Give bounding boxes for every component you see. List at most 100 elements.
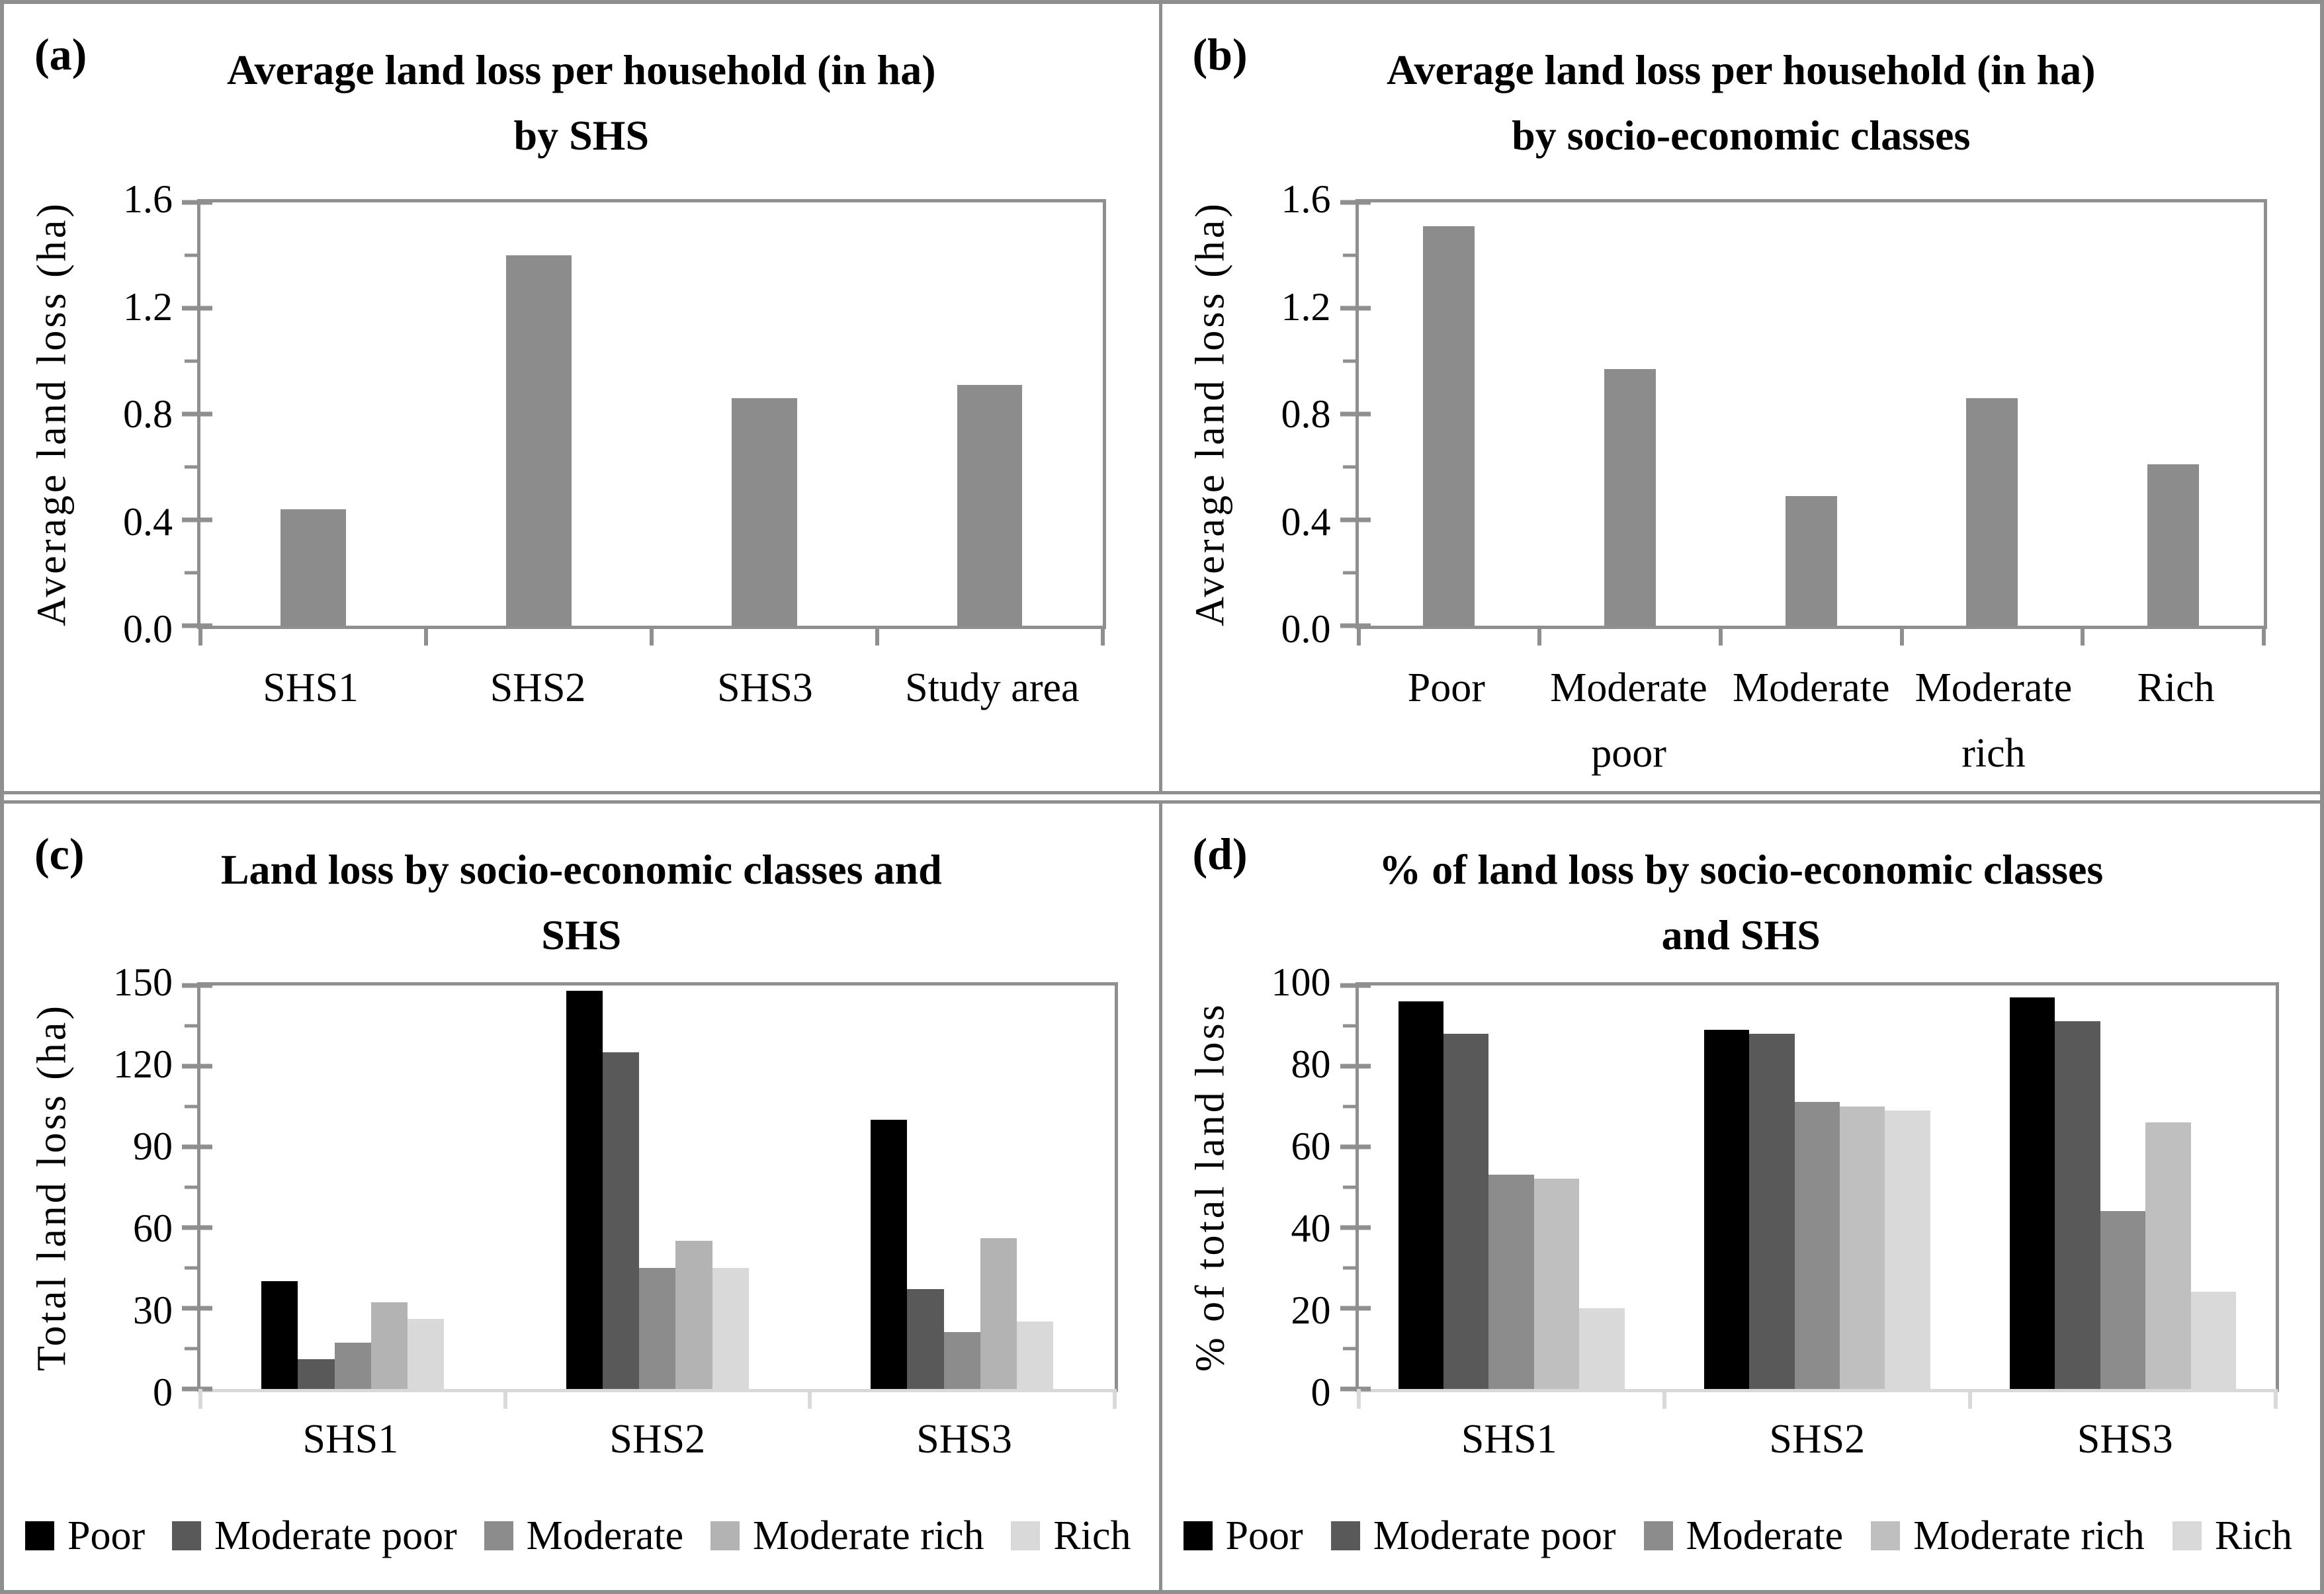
legend-label: Rich (1053, 1513, 1131, 1558)
panel-d: (d) % of land loss by socio-economic cla… (1162, 800, 2321, 1590)
y-minor-tick (1342, 1105, 1356, 1108)
panel-b: (b) Average land loss per household (in … (1162, 4, 2321, 794)
y-major-tick (1340, 1225, 1371, 1230)
x-boundary-tick (2262, 626, 2266, 646)
bar-shs3-moderate-poor (2055, 1021, 2100, 1389)
x-boundary-tick (1100, 626, 1105, 646)
y-tick-label: 0 (1311, 1370, 1331, 1414)
bar-study-area (957, 385, 1023, 626)
x-category-label-moderate-poor: Moderate poor (1550, 665, 1707, 776)
y-minor-tick (185, 253, 197, 257)
legend-swatch-rich (1011, 1521, 1041, 1550)
x-category-label-shs2: SHS2 (490, 665, 586, 710)
y-axis-title-b: Average land loss (ha) (1187, 201, 1232, 627)
x-category-label-study-area: Study area (905, 665, 1080, 710)
y-major-tick (1340, 1144, 1371, 1149)
x-boundary-tick (808, 1388, 812, 1409)
y-axis-tick-labels-d: 0 20 40 60 80 100 (1239, 962, 1348, 1412)
y-tick-label: 0.4 (1281, 499, 1331, 544)
x-category-label-shs2: SHS2 (1769, 1416, 1866, 1462)
chart-title-d: % of land loss by socio-economic classes… (1379, 845, 2104, 958)
bar-moderate-poor (1604, 369, 1657, 626)
x-boundary-tick (2274, 1388, 2278, 1409)
legend-item-rich: Rich (1011, 1513, 1131, 1560)
x-category-label-moderate: Moderate (1732, 665, 1890, 710)
y-tick-label: 90 (133, 1124, 173, 1168)
bar-shs3-moderate-rich (2145, 1122, 2191, 1389)
x-category-label-shs1: SHS1 (263, 665, 359, 710)
y-major-tick (1340, 1064, 1371, 1068)
x-boundary-tick (198, 1388, 202, 1409)
y-major-tick (1340, 517, 1371, 523)
y-minor-tick (1342, 1024, 1356, 1027)
bar-moderate-rich (1966, 398, 2018, 626)
y-major-tick (182, 517, 212, 523)
y-tick-label: 150 (113, 960, 173, 1004)
bar-shs3-rich (1017, 1321, 1054, 1389)
y-axis-tick-labels-b: 0.0 0.4 0.8 1.2 1.6 (1239, 179, 1348, 649)
bar-shs1-rich (408, 1318, 445, 1389)
x-boundary-tick (423, 626, 428, 646)
y-major-tick (182, 1144, 212, 1149)
legend-item-moderate-rich: Moderate rich (1871, 1513, 2145, 1560)
legend-item-moderate-poor: Moderate poor (172, 1513, 457, 1560)
legend-label: Rich (2214, 1513, 2292, 1558)
plot-area-a (182, 199, 1106, 646)
legend-swatch-poor (1183, 1521, 1213, 1550)
x-boundary-tick (1537, 626, 1542, 646)
y-tick-label: 0.0 (123, 607, 173, 651)
x-category-label-moderate-rich: Moderate rich (1915, 665, 2073, 776)
legend-swatch-moderate-poor (1330, 1521, 1360, 1550)
chart-area-c: Total land loss (ha) 0 30 60 90 120 150 (4, 962, 1159, 1412)
x-boundary-tick (1662, 1388, 1666, 1409)
legend-label: Moderate (526, 1513, 684, 1558)
bar-shs3-moderate-rich (980, 1237, 1017, 1389)
y-tick-label: 0.8 (1281, 392, 1331, 436)
legend-label: Poor (67, 1513, 146, 1558)
y-minor-tick (185, 1105, 197, 1108)
bar-shs1-moderate-rich (370, 1302, 408, 1389)
legend-label: Moderate rich (753, 1513, 984, 1558)
x-axis-labels-d: SHS1 SHS2 SHS3 (1356, 1407, 2280, 1559)
bar-shs2 (505, 255, 572, 626)
y-axis-title-d: % of total land loss (1187, 1002, 1232, 1372)
bar-shs2-poor (566, 990, 603, 1389)
legend-swatch-moderate (484, 1521, 513, 1550)
x-category-label-shs3: SHS3 (717, 665, 813, 710)
y-major-tick (1340, 200, 1371, 205)
x-axis-labels-c: SHS1 SHS2 SHS3 (197, 1407, 1118, 1559)
chart-area-b: Average land loss (ha) 0.0 0.4 0.8 1.2 1.6 (1162, 179, 2321, 649)
y-minor-tick (185, 359, 197, 363)
plot-area-d (1340, 982, 2279, 1409)
y-major-tick (1340, 411, 1371, 417)
legend-swatch-moderate-rich (1871, 1521, 1901, 1550)
chart-area-d: % of total land loss 0 20 40 60 80 100 (1162, 962, 2321, 1412)
bar-shs2-moderate-rich (1839, 1106, 1885, 1389)
x-boundary-tick (2081, 626, 2085, 646)
y-minor-tick (1342, 1185, 1356, 1189)
bar-shs3-moderate (2100, 1211, 2146, 1389)
bar-shs2-moderate-rich (675, 1240, 712, 1389)
x-boundary-tick (649, 626, 654, 646)
x-category-label-shs2: SHS2 (609, 1416, 706, 1462)
y-tick-label: 0.4 (123, 499, 173, 544)
y-tick-label: 120 (113, 1042, 173, 1086)
y-axis-tick-labels-c: 0 30 60 90 120 150 (81, 962, 190, 1412)
y-major-tick (182, 623, 212, 628)
bar-shs2-moderate-poor (1749, 1033, 1795, 1389)
x-category-label-shs3: SHS3 (916, 1416, 1012, 1462)
bar-shs2-moderate-poor (602, 1052, 640, 1389)
bar-shs1-moderate-poor (1443, 1033, 1489, 1389)
y-minor-tick (185, 465, 197, 469)
legend-label: Moderate (1686, 1513, 1844, 1558)
y-major-tick (182, 1386, 212, 1391)
y-tick-label: 30 (133, 1288, 173, 1332)
y-tick-label: 1.2 (1281, 284, 1331, 329)
y-tick-label: 100 (1271, 960, 1331, 1004)
x-category-label-shs1: SHS1 (1461, 1416, 1557, 1462)
y-tick-label: 20 (1291, 1288, 1331, 1332)
bar-shs1-poor (1398, 1001, 1443, 1389)
y-tick-label: 1.2 (123, 284, 173, 329)
legend-label: Moderate poor (1373, 1513, 1616, 1558)
